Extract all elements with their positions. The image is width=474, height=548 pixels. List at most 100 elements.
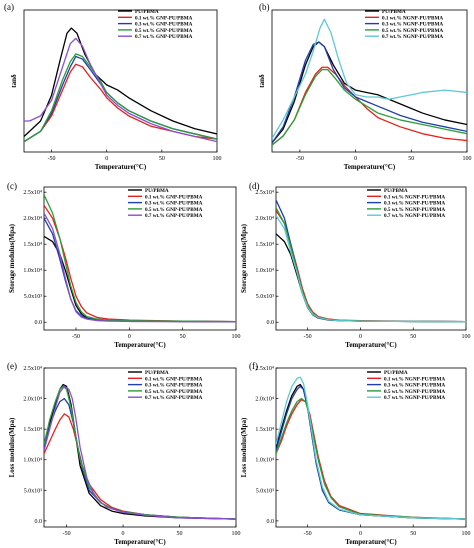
- x-tick-label: 100: [463, 156, 472, 162]
- legend-label: 0.1 wt.% GNP-PU/PBMA: [145, 194, 203, 200]
- x-tick-label: 50: [408, 156, 414, 162]
- legend-label: 0.7 wt.% GNP-PU/PBMA: [145, 395, 203, 401]
- series-line: [24, 55, 217, 143]
- series-line: [24, 27, 217, 137]
- legend-label: PU/PBMA: [384, 370, 408, 376]
- legend-label: 0.5 wt.% GNP-PU/PBMA: [135, 28, 193, 34]
- x-tick-label: 50: [159, 156, 165, 162]
- legend-label: 0.7 wt.% GNP-PU/PBMA: [135, 34, 193, 40]
- legend-label: 0.7 wt.% NGNP-PU/PBMA: [382, 34, 443, 40]
- y-tick-label: 5.0x10³: [24, 488, 43, 494]
- legend-label: 0.7 wt.% GNP-PU/PBMA: [145, 213, 203, 219]
- plot-frame: [275, 186, 467, 331]
- series-line: [272, 18, 467, 139]
- panel-5: -50 0 50 100 0.0 5.0x10³ 1.0x10⁴ 1.5x10⁴ 2.0x10⁴…: [7, 361, 241, 546]
- legend-label: 0.7 wt.% NGNP-PU/PBMA: [384, 395, 445, 401]
- series-line: [276, 397, 466, 520]
- legend-label: 0.3 wt.% GNP-PU/PBMA: [135, 22, 193, 28]
- series-line: [44, 385, 236, 520]
- y-tick-label: 1.5x10⁴: [255, 427, 274, 433]
- y-tick-label: 5.0x10³: [256, 488, 275, 494]
- panel-4: -50 0 50 100 0.0 5.0x10³ 1.0x10⁴ 1.5x10⁴ 2.0x10⁴…: [240, 181, 471, 349]
- series-line: [44, 235, 236, 323]
- series-line: [272, 41, 467, 144]
- x-tick-label: -50: [72, 334, 80, 340]
- legend-label: 0.1 wt.% NGNP-PU/PBMA: [384, 194, 445, 200]
- x-axis-label: Temperature(°C): [345, 341, 397, 349]
- series-line: [272, 68, 467, 146]
- panel-label: (a): [4, 2, 14, 12]
- y-tick-label: 2.5x10⁴: [23, 190, 42, 196]
- series-line: [272, 41, 467, 144]
- x-tick-label: 0: [359, 531, 362, 537]
- plot-frame: [271, 9, 468, 153]
- y-tick-label: 0.0: [35, 519, 43, 525]
- y-tick-label: 5.0x10³: [24, 294, 43, 300]
- x-tick-label: 100: [232, 334, 241, 340]
- y-tick-label: 1.0x10⁴: [23, 458, 42, 464]
- panel-label: (d): [249, 181, 260, 191]
- y-tick-label: 2.5x10⁴: [23, 366, 42, 372]
- y-tick-label: 1.5x10⁴: [23, 427, 42, 433]
- legend-label: 0.3 wt.% NGNP-PU/PBMA: [384, 383, 445, 389]
- legend-label: PU/PBMA: [145, 188, 169, 194]
- series-line: [276, 376, 466, 520]
- y-tick-label: 1.0x10⁴: [255, 458, 274, 464]
- legend-label: 0.1 wt.% GNP-PU/PBMA: [135, 15, 193, 21]
- legend-label: PU/PBMA: [135, 9, 159, 15]
- legend-label: 0.7 wt.% NGNP-PU/PBMA: [384, 213, 445, 219]
- x-tick-label: -50: [48, 156, 56, 162]
- plot-frame: [43, 186, 237, 331]
- series-line: [276, 207, 466, 323]
- legend-label: PU/PBMA: [145, 370, 169, 376]
- y-axis-label: Storage modulus(Mpa): [240, 223, 248, 293]
- panel-label: (b): [259, 2, 270, 12]
- series-line: [276, 210, 466, 323]
- legend-label: 0.5 wt.% NGNP-PU/PBMA: [382, 28, 443, 34]
- legend-label: 0.1 wt.% GNP-PU/PBMA: [145, 376, 203, 382]
- series-line: [24, 63, 217, 143]
- y-axis-label: tanδ: [258, 74, 266, 88]
- series-line: [276, 385, 466, 520]
- legend-label: PU/PBMA: [382, 9, 406, 15]
- y-tick-label: 2.0x10⁴: [255, 216, 274, 222]
- series-line: [44, 413, 236, 520]
- x-tick-label: 100: [462, 334, 471, 340]
- x-tick-label: 0: [122, 531, 125, 537]
- legend-label: 0.1 wt.% NGNP-PU/PBMA: [384, 376, 445, 382]
- legend-label: 0.1 wt.% NGNP-PU/PBMA: [382, 15, 443, 21]
- y-axis-label: tanδ: [10, 74, 18, 88]
- legend-label: 0.3 wt.% NGNP-PU/PBMA: [384, 201, 445, 207]
- x-axis-label: Temperature(°C): [114, 538, 166, 546]
- x-axis-label: Temperature(°C): [344, 163, 396, 171]
- series-line: [44, 217, 236, 323]
- legend-label: 0.3 wt.% NGNP-PU/PBMA: [382, 22, 443, 28]
- legend-label: 0.5 wt.% GNP-PU/PBMA: [145, 389, 203, 395]
- y-tick-label: 5.0x10³: [256, 294, 275, 300]
- x-tick-label: 50: [180, 334, 186, 340]
- x-axis-label: Temperature(°C): [345, 538, 397, 546]
- plot-frame: [23, 9, 218, 153]
- series-line: [44, 194, 236, 323]
- y-tick-label: 1.5x10⁴: [255, 242, 274, 248]
- legend-label: 0.5 wt.% NGNP-PU/PBMA: [384, 207, 445, 213]
- y-axis-label: Storage modulus(Mpa): [8, 223, 16, 293]
- series-line: [44, 212, 236, 323]
- x-tick-label: 50: [410, 334, 416, 340]
- x-tick-label: -50: [296, 156, 304, 162]
- panel-label: (e): [7, 361, 17, 371]
- series-line: [44, 385, 236, 520]
- y-tick-label: 2.5x10⁴: [255, 190, 274, 196]
- y-tick-label: 2.0x10⁴: [23, 216, 42, 222]
- y-tick-label: 1.0x10⁴: [255, 268, 274, 274]
- series-line: [276, 383, 466, 520]
- series-line: [276, 215, 466, 323]
- y-tick-label: 0.0: [35, 320, 43, 326]
- x-tick-label: 0: [354, 156, 357, 162]
